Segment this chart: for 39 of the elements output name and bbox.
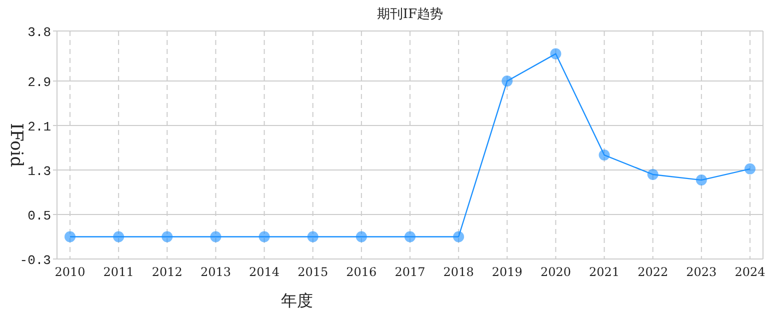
point	[647, 168, 658, 180]
point	[598, 150, 610, 161]
y-tick-label: 2.1	[28, 120, 52, 135]
y-axis-title: IFoid	[6, 122, 26, 168]
x-tick-label: 2011	[103, 265, 134, 279]
point	[64, 231, 76, 242]
x-tick-label: 2014	[249, 265, 280, 279]
x-tick-label: 2017	[394, 265, 426, 279]
point	[502, 76, 513, 87]
point	[210, 231, 222, 242]
y-tick-label: -0.3	[20, 253, 51, 268]
point	[307, 231, 318, 242]
x-tick-label: 2024	[734, 265, 766, 279]
x-tick-label: 2018	[443, 265, 474, 279]
x-tick-label: 2012	[152, 265, 182, 279]
point	[404, 231, 416, 242]
y-tick-label: 2.9	[28, 75, 51, 90]
x-tick-label: 2010	[54, 265, 86, 279]
chart-title: 期刊IF趋势	[376, 7, 444, 22]
x-tick-label: 2013	[200, 265, 231, 279]
x-tick-label: 2022	[638, 265, 668, 279]
point	[696, 174, 707, 186]
y-tick-label: 1.3	[28, 164, 51, 180]
point	[744, 163, 756, 174]
x-tick-label: 2023	[686, 265, 717, 279]
x-tick-label: 2015	[298, 265, 328, 279]
x-tick-label: 2021	[589, 265, 620, 279]
x-tick-label: 2020	[540, 265, 571, 279]
y-tick-label: 3.8	[28, 25, 51, 40]
point	[162, 231, 173, 242]
point	[258, 231, 270, 242]
x-tick-label: 2019	[492, 265, 522, 279]
point	[550, 48, 562, 60]
point	[113, 231, 124, 242]
x-tick-label: 2016	[346, 265, 377, 279]
x-axis-title: 年度	[281, 291, 313, 310]
point	[356, 231, 367, 242]
point	[453, 231, 464, 242]
y-tick-label: 0.5	[28, 208, 51, 224]
